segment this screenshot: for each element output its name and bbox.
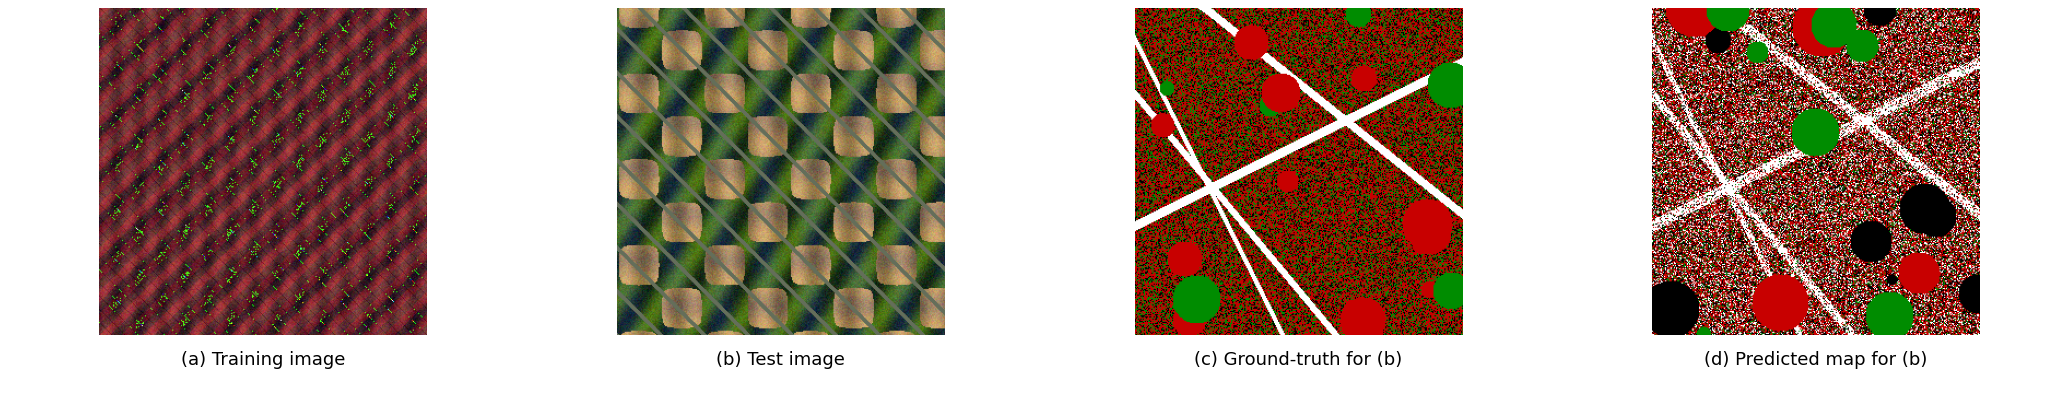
- Text: (c) Ground-truth for (b): (c) Ground-truth for (b): [1195, 351, 1402, 369]
- Text: (a) Training image: (a) Training image: [180, 351, 346, 369]
- Text: (b) Test image: (b) Test image: [716, 351, 845, 369]
- Text: (d) Predicted map for (b): (d) Predicted map for (b): [1704, 351, 1927, 369]
